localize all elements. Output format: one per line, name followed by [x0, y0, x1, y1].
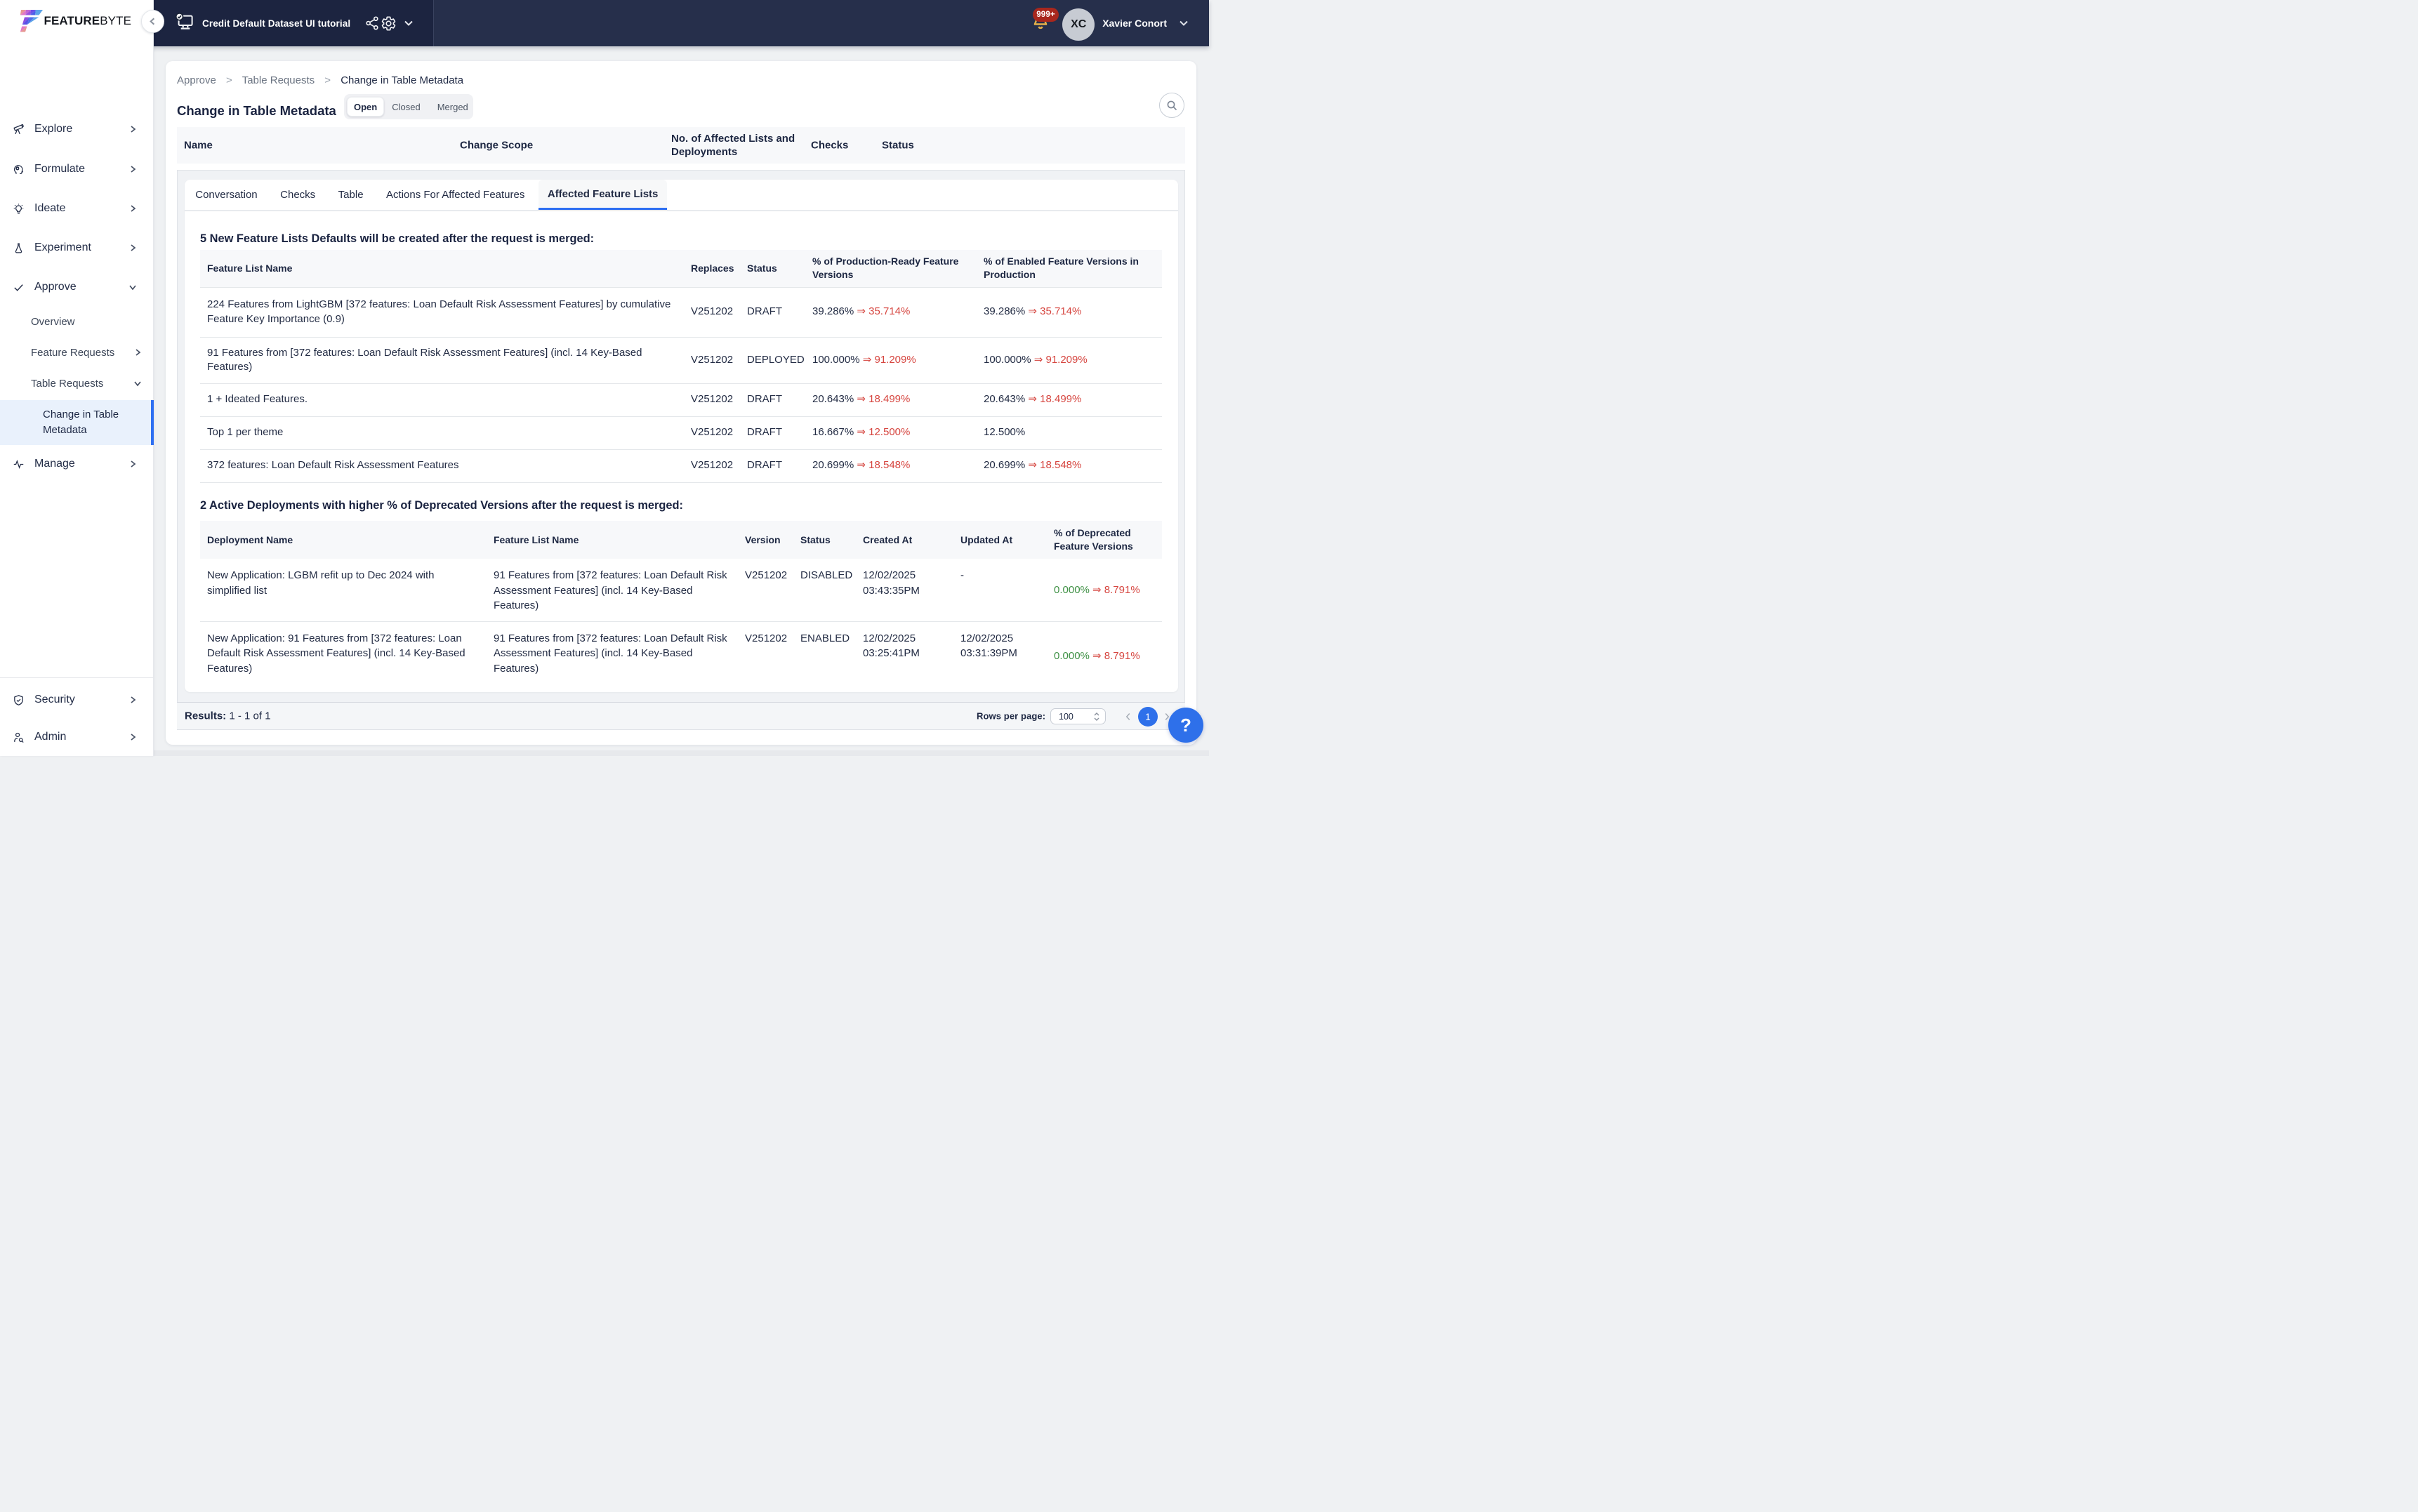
svg-text:FEATUREBYTE: FEATUREBYTE [44, 14, 132, 27]
